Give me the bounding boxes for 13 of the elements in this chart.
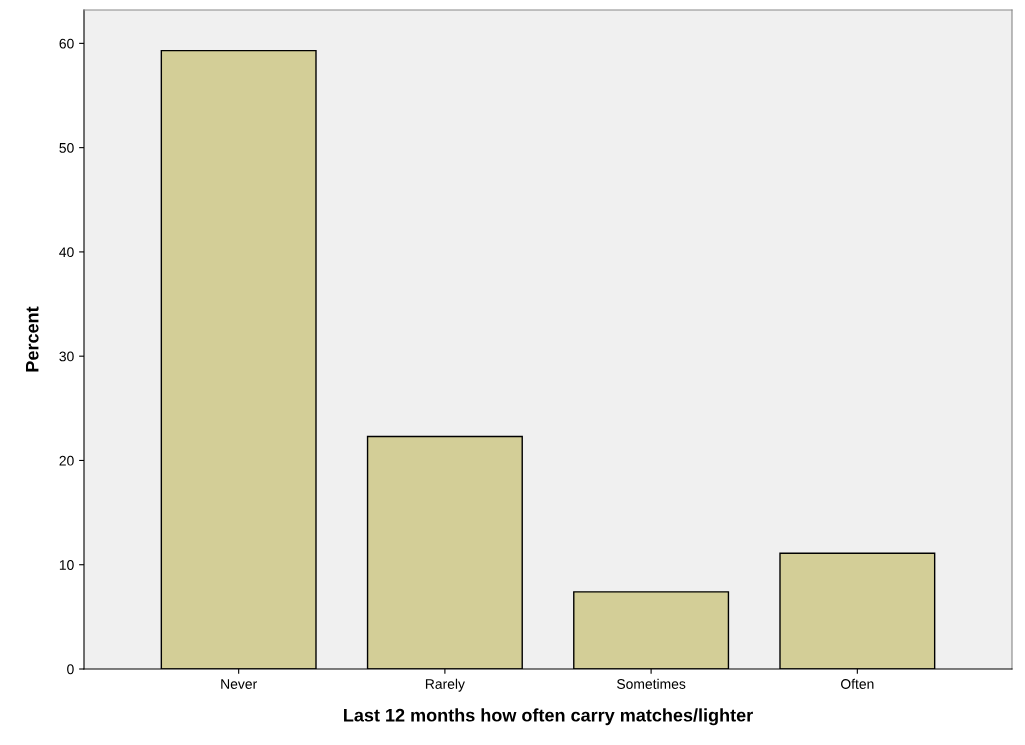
y-tick-label: 60 [59, 38, 74, 49]
x-tick-label: Often [841, 678, 874, 689]
y-axis-title: Percent [26, 306, 39, 372]
x-axis-title: Last 12 months how often carry matches/lighter [344, 708, 753, 726]
y-tick-label: 30 [59, 351, 74, 362]
x-tick-label: Never [221, 679, 257, 689]
x-tick-label: Sometimes [617, 678, 686, 689]
y-tick-label: 10 [59, 560, 74, 570]
y-tick-label: 20 [59, 455, 74, 466]
y-tick-label: 40 [59, 247, 74, 258]
y-tick-label: 50 [59, 142, 74, 153]
y-tick-label: 0 [67, 664, 74, 675]
x-tick-label: Rarely [425, 678, 465, 692]
